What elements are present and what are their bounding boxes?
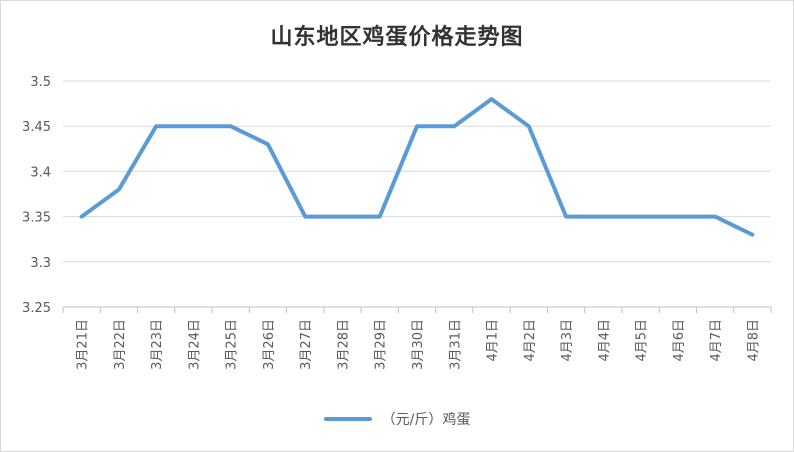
x-tick-label: 4月2日 (523, 319, 538, 362)
y-tick-label: 3.3 (30, 256, 51, 271)
x-tick-label: 3月29日 (374, 319, 389, 370)
legend-swatch (323, 417, 372, 421)
x-tick-label: 3月21日 (76, 319, 91, 370)
y-tick-label: 3.25 (22, 301, 51, 316)
y-tick-label: 3.45 (22, 120, 51, 135)
x-tick-label: 4月4日 (597, 319, 612, 362)
x-tick-label: 3月25日 (225, 319, 240, 370)
x-tick-label: 4月3日 (560, 319, 575, 362)
chart-title: 山东地区鸡蛋价格走势图 (270, 24, 524, 50)
x-tick-label: 3月30日 (411, 319, 426, 370)
x-tick-label: 3月23日 (150, 319, 165, 370)
x-tick-label: 3月27日 (299, 319, 314, 370)
y-tick-label: 3.35 (22, 211, 51, 226)
x-tick-label: 3月24日 (187, 319, 202, 370)
x-tick-label: 4月8日 (746, 319, 761, 362)
series-line (79, 97, 755, 237)
x-tick-label: 4月1日 (486, 319, 501, 362)
x-tick-label: 3月22日 (113, 319, 128, 370)
legend: （元/斤）鸡蛋 (1, 409, 793, 429)
x-tick-label: 3月26日 (262, 319, 277, 370)
x-tick-label: 3月31日 (448, 319, 463, 370)
x-tick-label: 4月6日 (672, 319, 687, 362)
x-tick-label: 4月5日 (635, 319, 650, 362)
y-tick-label: 3.4 (30, 165, 51, 180)
legend-label: （元/斤）鸡蛋 (381, 412, 471, 428)
x-tick-label: 4月7日 (709, 319, 724, 362)
x-tick-label: 3月28日 (336, 319, 351, 370)
y-tick-label: 3.5 (30, 75, 51, 90)
